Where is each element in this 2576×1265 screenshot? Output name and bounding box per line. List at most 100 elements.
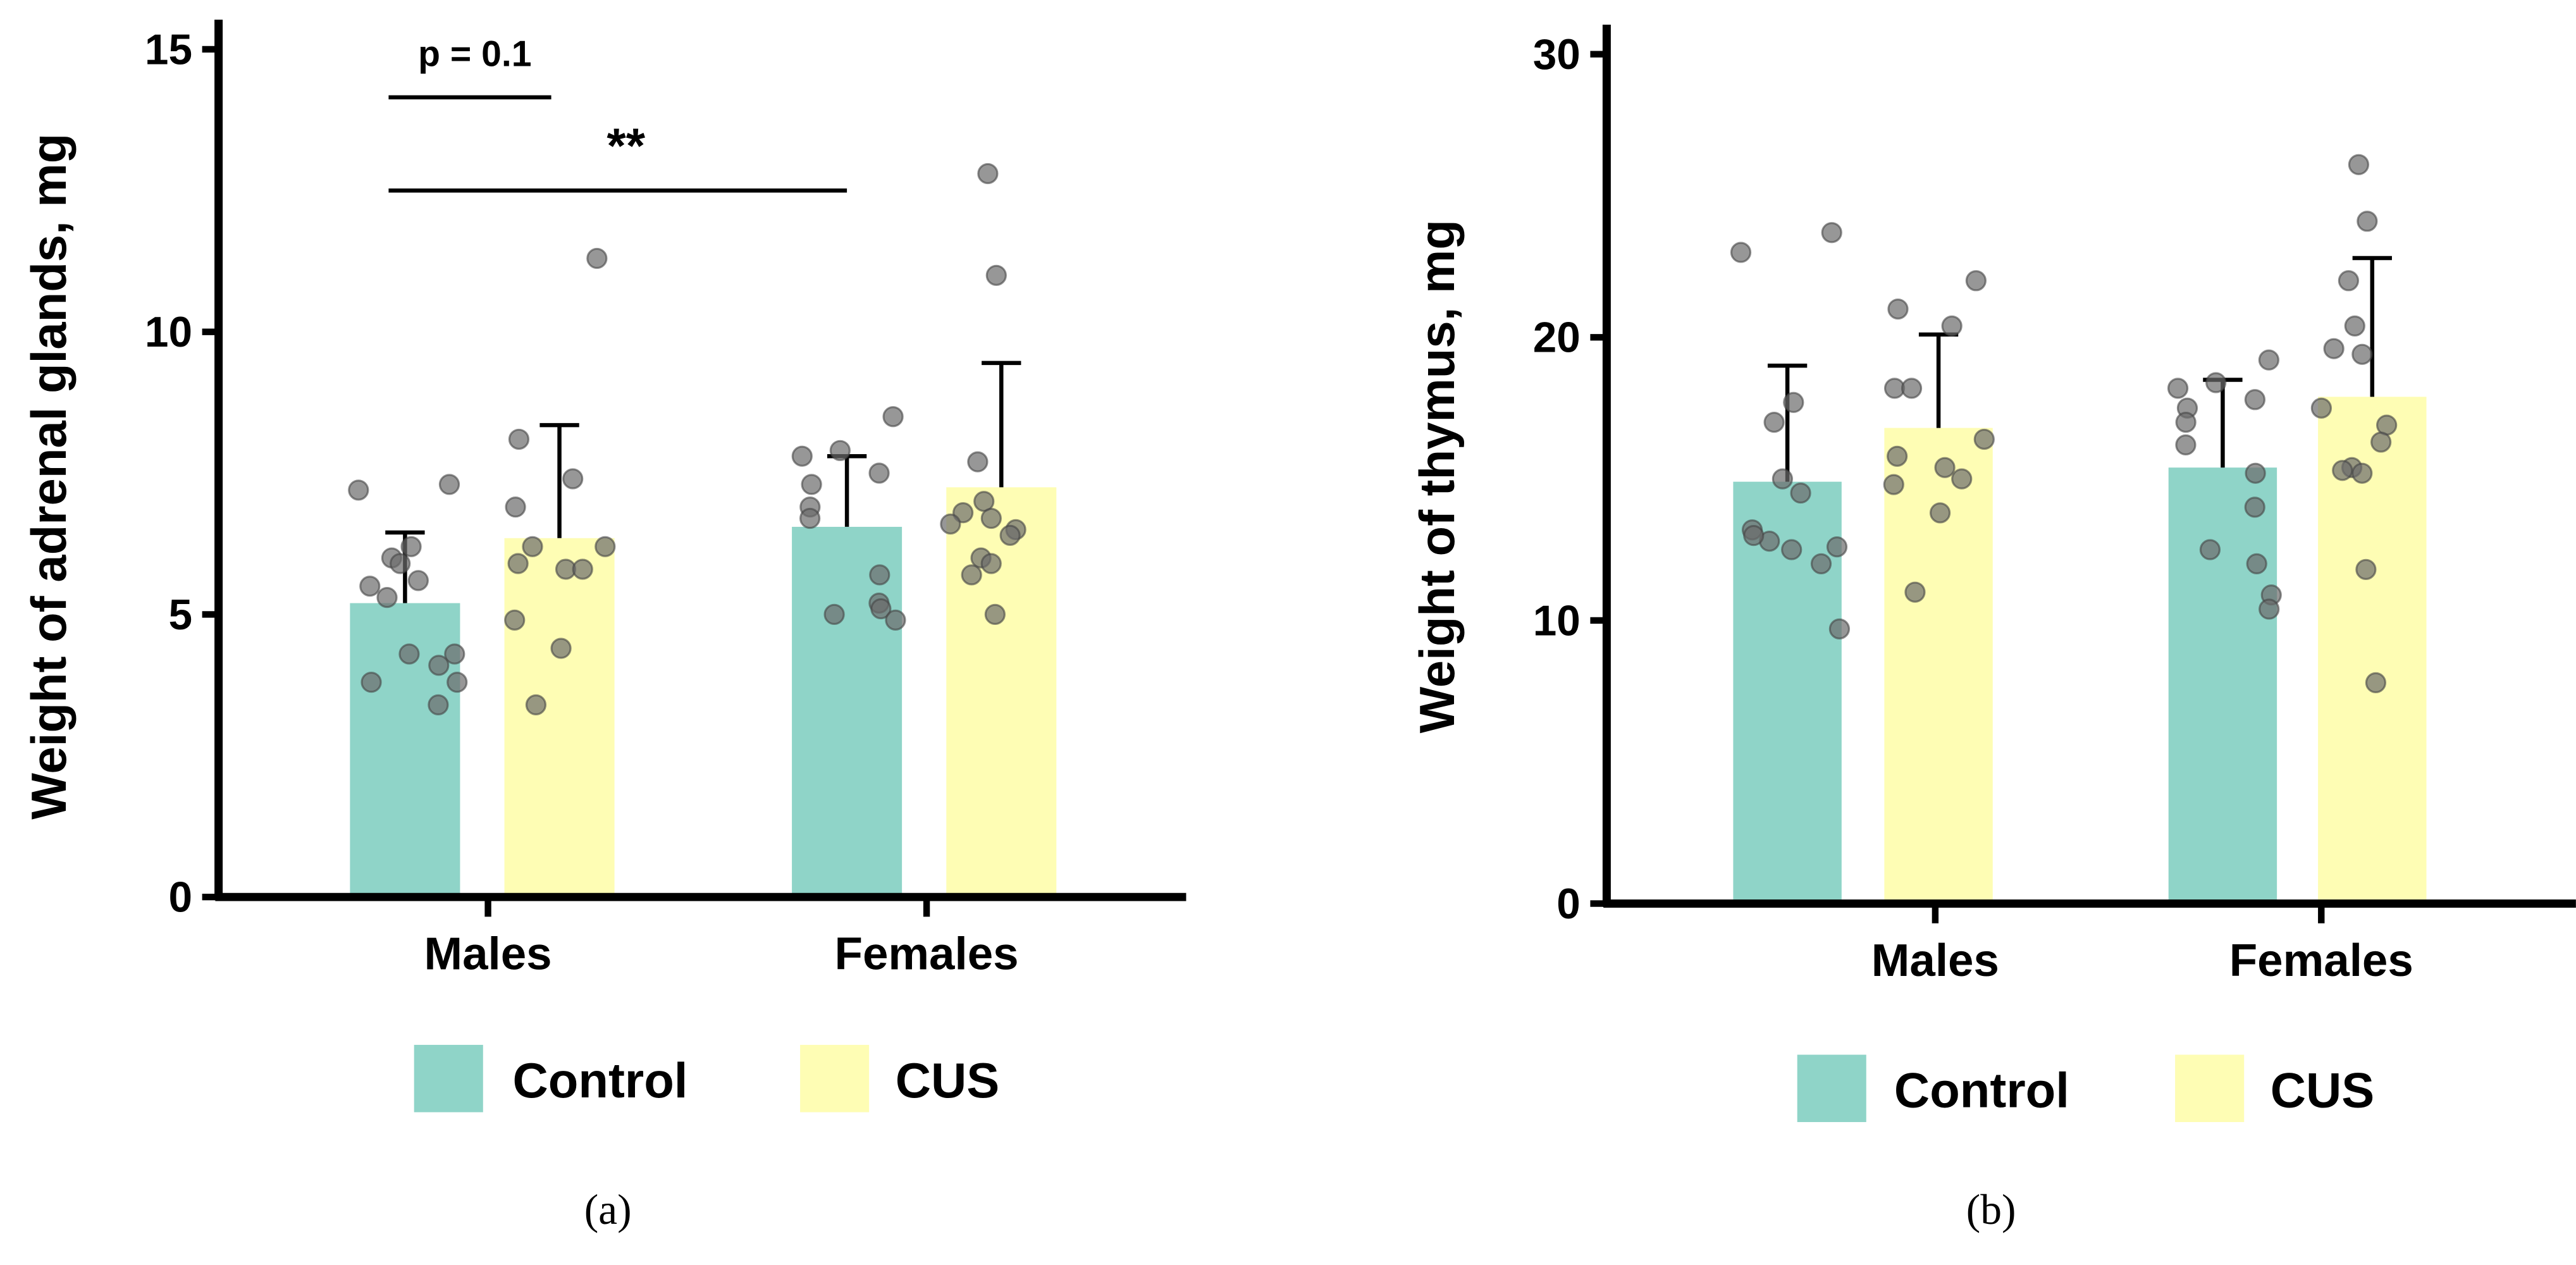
data-point (2244, 497, 2265, 518)
data-point (940, 513, 961, 535)
x-tick-label: Females (2229, 935, 2413, 986)
data-point (2344, 315, 2365, 337)
bar-cus-females (946, 487, 1057, 898)
data-point (400, 536, 422, 557)
y-tick-label: 30 (1533, 31, 1581, 78)
data-point (2258, 349, 2280, 371)
data-point (586, 247, 608, 269)
data-point (2357, 211, 2378, 232)
data-point (2351, 462, 2373, 484)
legend-label-cus: CUS (2271, 1063, 2375, 1118)
data-point (508, 428, 530, 450)
data-point (1828, 618, 1851, 640)
data-point (1763, 411, 1785, 433)
y-axis-label: Weight of adrenal glands, mg (21, 133, 77, 820)
data-point (1941, 315, 1963, 337)
data-point (967, 451, 989, 472)
data-point (2244, 389, 2266, 410)
data-point (2199, 539, 2221, 560)
data-point (882, 406, 904, 428)
data-point (1810, 553, 1832, 575)
data-point (961, 564, 982, 586)
data-point (2365, 672, 2387, 694)
data-point (1929, 502, 1951, 524)
data-point (428, 655, 450, 676)
y-axis-label: Weight of thymus, mg (1409, 219, 1465, 733)
data-point (791, 445, 813, 467)
data-point (2310, 397, 2333, 419)
data-point (1790, 482, 1811, 504)
y-tick-label: 15 (145, 26, 192, 73)
data-point (444, 643, 465, 665)
data-point (2355, 558, 2377, 581)
data-point (504, 609, 526, 631)
data-point (1783, 392, 1804, 413)
legend-swatch-cus (800, 1044, 870, 1113)
data-point (447, 672, 468, 693)
x-tick-label: Males (1871, 935, 1999, 986)
legend-swatch-cus (2175, 1054, 2245, 1123)
data-point (868, 462, 890, 484)
x-tick-label: Females (835, 928, 1019, 979)
data-point (977, 163, 999, 185)
data-point (1973, 428, 1995, 450)
data-point (1743, 525, 1765, 546)
legend-label-control: Control (513, 1052, 688, 1108)
y-tick-label: 0 (1556, 880, 1581, 928)
data-point (985, 264, 1007, 286)
bar-cus-males (504, 538, 615, 898)
data-point (2205, 372, 2227, 393)
data-point (999, 524, 1021, 546)
data-point (2259, 598, 2280, 620)
data-point (359, 576, 381, 597)
bar-control-females (2168, 467, 2277, 904)
y-tick-label: 20 (1533, 314, 1581, 362)
data-point (1901, 378, 1923, 399)
data-point (1887, 298, 1909, 320)
data-point (562, 468, 584, 490)
data-point (525, 694, 547, 716)
data-point (885, 609, 906, 631)
data-point (984, 603, 1006, 626)
bar-control-females (792, 526, 903, 898)
data-point (572, 558, 593, 580)
data-point (428, 694, 449, 716)
data-point (2175, 411, 2197, 433)
data-point (1887, 445, 1908, 467)
data-point (2370, 431, 2392, 453)
y-tick-label: 10 (145, 309, 192, 356)
bar-cus-males (1884, 428, 1993, 904)
data-point (361, 672, 382, 693)
data-point (1821, 222, 1842, 244)
data-point (1965, 270, 1987, 292)
data-point (348, 479, 369, 501)
data-point (1883, 474, 1904, 495)
panel-caption: (a) (584, 1186, 632, 1233)
data-point (398, 643, 420, 665)
data-point (2167, 378, 2189, 399)
data-point (870, 598, 892, 620)
data-point (407, 570, 429, 591)
data-point (505, 497, 526, 518)
panel-caption: (b) (1966, 1186, 2016, 1233)
data-point (550, 638, 572, 659)
data-point (980, 507, 1002, 529)
data-point (438, 474, 460, 495)
y-tick-label: 5 (168, 591, 192, 639)
data-point (980, 553, 1002, 574)
data-point (2245, 462, 2266, 484)
significance-label: p = 0.1 (418, 34, 531, 75)
data-point (2175, 434, 2197, 456)
data-point (799, 507, 821, 529)
data-point (1772, 468, 1794, 490)
data-point (2332, 460, 2353, 481)
legend-swatch-control (1797, 1054, 1866, 1123)
data-point (1951, 468, 1973, 490)
data-point (390, 553, 411, 574)
data-point (522, 536, 543, 557)
data-point (376, 587, 398, 608)
data-point (1826, 536, 1848, 558)
data-point (507, 553, 529, 574)
bar-cus-females (2318, 397, 2427, 904)
